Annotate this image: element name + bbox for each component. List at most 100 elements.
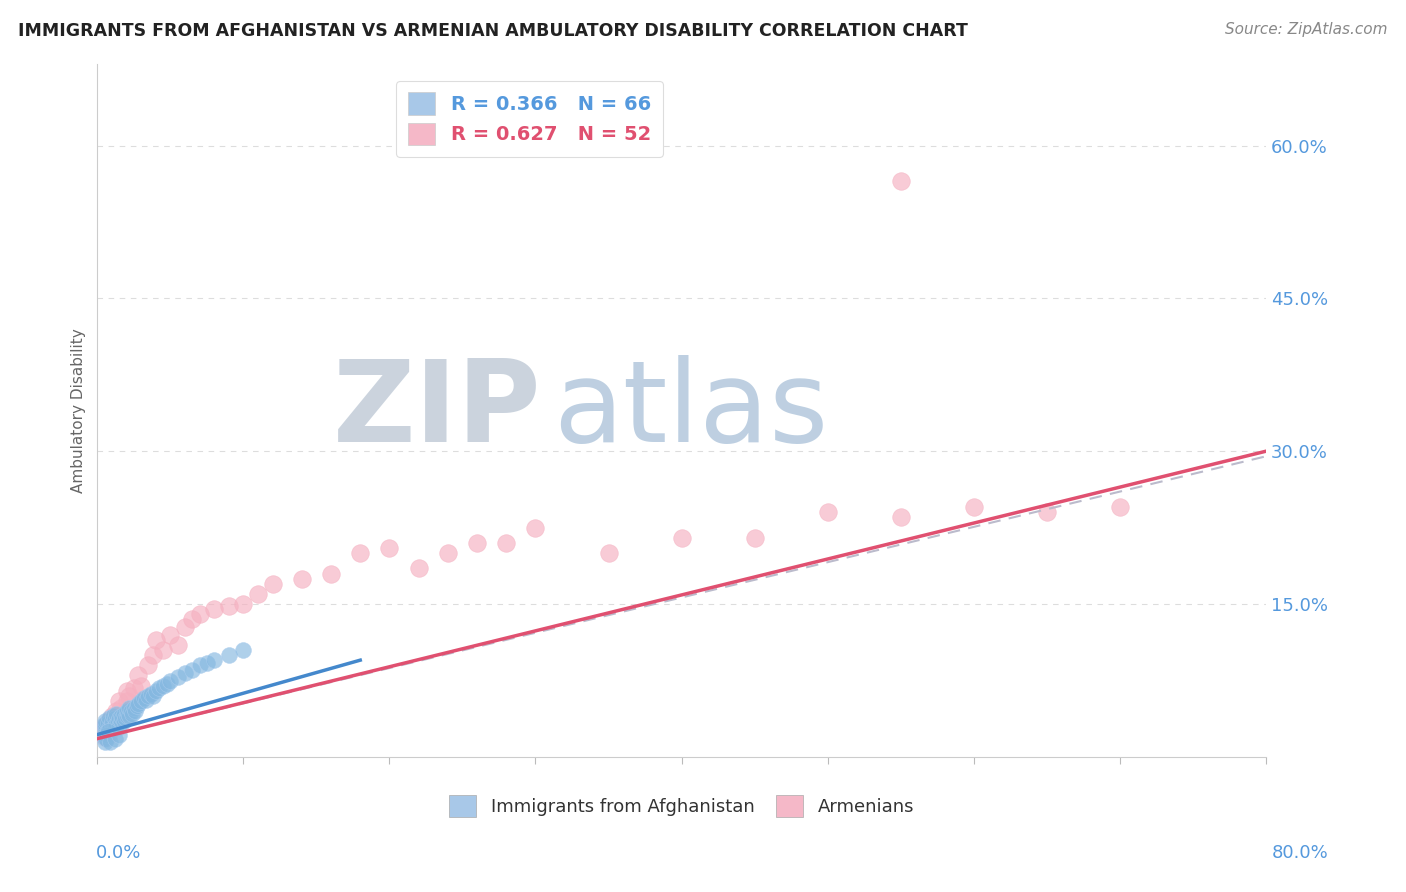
Point — [118, 689, 141, 703]
Point — [103, 722, 125, 736]
Point — [93, 730, 115, 744]
Point — [437, 546, 460, 560]
Point — [890, 174, 912, 188]
Point — [112, 707, 135, 722]
Point — [93, 724, 115, 739]
Point — [94, 727, 117, 741]
Point — [101, 719, 124, 733]
Point — [152, 643, 174, 657]
Point — [127, 697, 149, 711]
Point — [110, 714, 132, 729]
Point — [111, 711, 134, 725]
Point — [101, 722, 124, 736]
Point — [97, 727, 120, 741]
Point — [142, 689, 165, 703]
Point — [93, 717, 115, 731]
Point — [105, 707, 128, 722]
Point — [93, 722, 115, 736]
Point — [93, 719, 115, 733]
Point — [118, 701, 141, 715]
Point — [115, 709, 138, 723]
Point — [145, 683, 167, 698]
Point — [105, 704, 128, 718]
Point — [159, 628, 181, 642]
Point — [97, 716, 120, 731]
Point — [1108, 500, 1130, 515]
Point — [262, 576, 284, 591]
Point — [962, 500, 984, 515]
Point — [93, 714, 115, 729]
Point — [129, 694, 152, 708]
Point — [93, 719, 115, 733]
Point — [105, 717, 128, 731]
Y-axis label: Ambulatory Disability: Ambulatory Disability — [72, 328, 86, 493]
Point — [108, 719, 131, 733]
Point — [110, 709, 132, 723]
Point — [159, 673, 181, 688]
Point — [145, 632, 167, 647]
Point — [132, 690, 155, 705]
Point — [890, 510, 912, 524]
Point — [98, 711, 121, 725]
Point — [744, 531, 766, 545]
Point — [122, 701, 145, 715]
Point — [104, 719, 127, 733]
Point — [1035, 505, 1057, 519]
Point — [118, 709, 141, 723]
Point — [495, 536, 517, 550]
Text: 0.0%: 0.0% — [96, 844, 141, 862]
Point — [148, 681, 170, 695]
Point — [101, 709, 124, 723]
Point — [100, 719, 122, 733]
Point — [104, 731, 127, 746]
Point — [129, 679, 152, 693]
Point — [188, 658, 211, 673]
Point — [107, 714, 129, 729]
Point — [174, 666, 197, 681]
Text: IMMIGRANTS FROM AFGHANISTAN VS ARMENIAN AMBULATORY DISABILITY CORRELATION CHART: IMMIGRANTS FROM AFGHANISTAN VS ARMENIAN … — [18, 22, 969, 40]
Point — [108, 727, 131, 741]
Point — [101, 717, 124, 731]
Point — [104, 711, 127, 725]
Point — [114, 711, 136, 725]
Point — [524, 521, 547, 535]
Point — [98, 724, 121, 739]
Point — [152, 679, 174, 693]
Point — [598, 546, 620, 560]
Point — [115, 683, 138, 698]
Point — [103, 709, 125, 723]
Point — [97, 724, 120, 739]
Point — [94, 731, 117, 746]
Text: atlas: atlas — [553, 355, 828, 466]
Point — [97, 723, 120, 737]
Point — [188, 607, 211, 622]
Point — [202, 653, 225, 667]
Point — [108, 719, 131, 733]
Point — [117, 707, 139, 722]
Point — [124, 704, 146, 718]
Point — [378, 541, 401, 555]
Point — [247, 587, 270, 601]
Point — [115, 704, 138, 718]
Point — [166, 671, 188, 685]
Point — [195, 657, 218, 671]
Point — [100, 734, 122, 748]
Point — [291, 572, 314, 586]
Point — [108, 694, 131, 708]
Point — [181, 612, 204, 626]
Point — [465, 536, 488, 550]
Point — [156, 676, 179, 690]
Point — [141, 687, 163, 701]
Point — [125, 698, 148, 713]
Point — [120, 704, 142, 718]
Point — [174, 619, 197, 633]
Point — [93, 734, 115, 748]
Point — [166, 638, 188, 652]
Point — [232, 597, 254, 611]
Point — [232, 643, 254, 657]
Point — [181, 664, 204, 678]
Point — [121, 707, 143, 722]
Point — [218, 648, 240, 662]
Point — [142, 648, 165, 662]
Point — [671, 531, 693, 545]
